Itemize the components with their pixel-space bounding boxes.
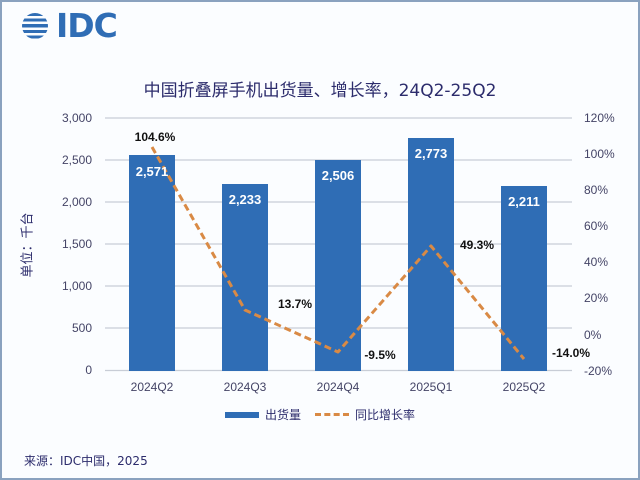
chart-title: 中国折叠屏手机出货量、增长率，24Q2-25Q2 [143, 81, 497, 101]
growth-line [150, 146, 526, 360]
left-tick: 500 [71, 321, 92, 335]
pct-label: 49.3% [460, 238, 494, 252]
bar-swatch-icon [224, 411, 259, 418]
left-tick: 1,000 [61, 279, 92, 293]
left-tick: 0 [85, 363, 92, 377]
logo-text: IDC [56, 6, 118, 45]
left-tick: 2,000 [61, 195, 92, 209]
source-note: 来源：IDC中国，2025 [24, 454, 148, 468]
bar-2024Q2 [129, 155, 175, 371]
x-category: 2024Q3 [223, 380, 267, 394]
left-tick: 2,500 [61, 153, 92, 167]
legend-label: 出货量 [264, 408, 301, 422]
bar-2025Q1 [408, 138, 454, 371]
pct-label: 104.6% [135, 130, 176, 144]
left-tick: 3,000 [61, 111, 92, 125]
bar-2025Q2 [501, 186, 547, 371]
legend-label: 同比增长率 [355, 408, 416, 422]
x-category: 2024Q2 [130, 380, 174, 394]
right-tick: 100% [584, 147, 615, 161]
bar-label: 2,211 [508, 194, 540, 209]
legend: 出货量 同比增长率 [0, 406, 640, 423]
right-tick: 0% [584, 328, 602, 342]
right-tick: 120% [584, 111, 615, 125]
bar-2024Q3 [222, 184, 268, 371]
right-tick: 40% [584, 255, 609, 269]
idc-logo: IDC [20, 6, 118, 45]
bar-label: 2,233 [229, 192, 262, 207]
bar-label: 2,506 [322, 168, 355, 183]
legend-item-growth: 同比增长率 [315, 406, 415, 423]
right-tick: -20% [584, 364, 613, 378]
idc-globe-icon [22, 13, 48, 39]
bar-label: 2,571 [136, 164, 169, 179]
left-tick: 1,500 [61, 237, 92, 251]
bars [129, 138, 547, 371]
right-tick: 80% [584, 183, 609, 197]
pct-label: -14.0% [552, 346, 590, 360]
dashed-line-swatch-icon [315, 413, 349, 416]
bar-2024Q4 [315, 160, 361, 371]
x-category: 2025Q2 [502, 380, 546, 394]
pct-label: 13.7% [278, 297, 312, 311]
x-category: 2024Q4 [316, 380, 360, 394]
right-tick: 60% [584, 219, 609, 233]
legend-item-shipments: 出货量 [224, 406, 301, 423]
x-category: 2025Q1 [409, 380, 453, 394]
right-tick: 20% [584, 291, 609, 305]
pct-label: -9.5% [364, 348, 396, 362]
bar-label: 2,773 [415, 146, 448, 161]
